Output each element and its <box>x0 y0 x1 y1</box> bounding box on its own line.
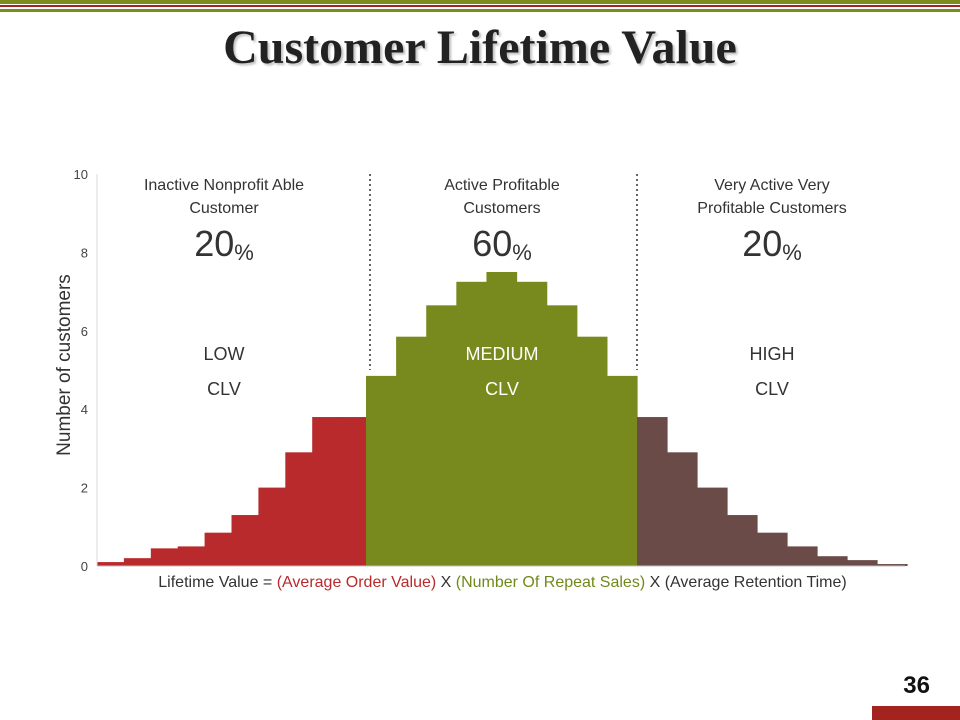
bar-high-6 <box>787 546 818 566</box>
top-accent-bar-green-2 <box>0 9 960 12</box>
formula-term-order-value: (Average Order Value) <box>276 574 437 591</box>
formula-x-2: X <box>645 574 665 591</box>
formula-x-1: X <box>436 574 456 591</box>
bar-high-3 <box>697 487 728 566</box>
bar-medium-1 <box>366 375 397 566</box>
top-accent-bar-green <box>0 0 960 4</box>
bar-medium-2 <box>396 336 427 566</box>
bar-high-7 <box>817 556 848 566</box>
bar-low-5 <box>204 532 233 566</box>
segment-medium-level: MEDIUM <box>466 344 539 364</box>
segment-medium-heading-line2: Customers <box>463 200 540 217</box>
segment-low-heading-line2: Customer <box>189 200 259 217</box>
segment-low-percent-sign: % <box>234 240 254 265</box>
bar-high-8 <box>847 560 878 566</box>
segment-high-heading-line2: Profitable Customers <box>697 200 846 217</box>
segment-medium-heading-line1: Active Profitable <box>444 177 560 194</box>
clv-chart: 0 2 4 6 8 10 Number of customers Inactive Non… <box>54 167 908 574</box>
y-tick-label-6: 6 <box>81 324 88 339</box>
segment-medium-percent-value: 60 <box>472 223 512 264</box>
segment-high-percent: 20% <box>742 223 802 265</box>
page-number: 36 <box>903 672 930 699</box>
formula-prefix: Lifetime Value = <box>158 574 277 591</box>
bar-low-9 <box>312 417 340 566</box>
formula-term-repeat-sales: (Number Of Repeat Sales) <box>455 574 646 591</box>
formula-term-retention-time: (Average Retention Time) <box>664 574 847 591</box>
y-tick-label-4: 4 <box>81 402 88 417</box>
bar-medium-6 <box>516 281 548 566</box>
segment-high-level: HIGH <box>750 344 795 364</box>
bar-high-1 <box>637 417 668 566</box>
segment-medium-percent-sign: % <box>512 240 532 265</box>
clv-formula: Lifetime Value = (Average Order Value) X… <box>0 574 960 592</box>
bar-medium-4 <box>456 281 488 566</box>
segment-low-percent-value: 20 <box>194 223 234 264</box>
bar-high-9 <box>877 564 908 566</box>
segment-high-heading-line1: Very Active Very <box>714 177 830 194</box>
bar-high-5 <box>757 532 788 566</box>
segment-low-level: LOW <box>203 344 244 364</box>
bar-medium-9 <box>606 375 638 566</box>
slide-title: Customer Lifetime Value <box>223 21 737 74</box>
corner-accent-bar <box>872 706 960 720</box>
bar-medium-3 <box>426 305 457 566</box>
bar-low-10 <box>339 417 367 566</box>
bar-medium-8 <box>576 336 608 566</box>
y-tick-label-10: 10 <box>74 167 88 182</box>
y-axis-label: Number of customers <box>54 274 75 456</box>
segment-high-percent-sign: % <box>782 240 802 265</box>
segment-low-percent: 20% <box>194 223 254 265</box>
bar-low-2 <box>123 558 152 566</box>
segment-low-heading-line1: Inactive Nonprofit Able <box>144 177 304 194</box>
bar-low-1 <box>97 562 125 566</box>
y-tick-label-0: 0 <box>81 559 88 574</box>
bar-low-8 <box>285 452 313 566</box>
segment-medium-clv: CLV <box>485 379 519 399</box>
segment-high-clv: CLV <box>755 379 789 399</box>
segment-medium-percent: 60% <box>472 223 532 265</box>
bar-medium-5 <box>486 272 518 566</box>
bar-medium-7 <box>546 305 578 566</box>
segment-low-clv: CLV <box>207 379 241 399</box>
bar-low-4 <box>177 546 206 566</box>
bar-low-6 <box>231 515 259 566</box>
y-tick-label-2: 2 <box>81 481 88 496</box>
bar-high-2 <box>667 452 698 566</box>
bar-low-7 <box>258 487 286 566</box>
y-tick-label-8: 8 <box>81 245 88 260</box>
bar-low-3 <box>150 548 179 566</box>
top-accent-bar-red <box>0 5 960 7</box>
bar-high-4 <box>727 515 758 566</box>
segment-high-percent-value: 20 <box>742 223 782 264</box>
